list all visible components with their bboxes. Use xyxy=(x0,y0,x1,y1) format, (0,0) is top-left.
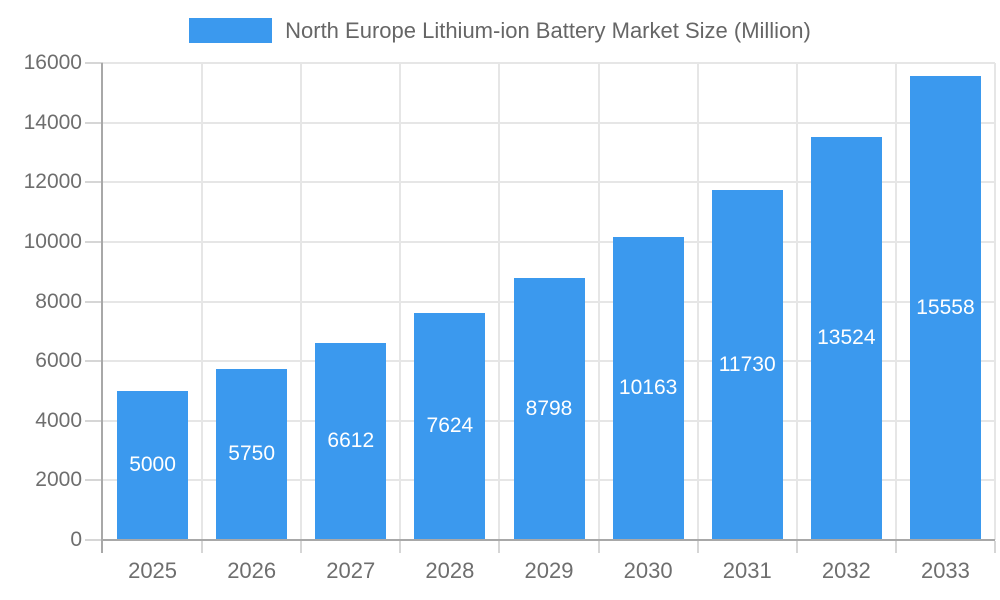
v-gridline xyxy=(994,63,996,540)
bar[interactable]: 13524 xyxy=(810,136,882,540)
y-axis-tick xyxy=(85,300,103,303)
legend-swatch xyxy=(189,18,273,43)
y-tick-label: 12000 xyxy=(23,170,82,194)
y-axis-tick xyxy=(85,360,103,363)
x-tick-label: 2025 xyxy=(128,558,178,583)
bar[interactable]: 10163 xyxy=(612,237,684,540)
bar-value-label: 8798 xyxy=(525,396,573,420)
bar-value-label: 5750 xyxy=(228,442,276,466)
x-tick-label: 2030 xyxy=(623,558,673,583)
x-axis-tick xyxy=(597,541,600,553)
y-tick-label: 6000 xyxy=(35,349,82,373)
bar-value-label: 11730 xyxy=(718,353,776,377)
bar[interactable]: 7624 xyxy=(414,312,486,540)
x-axis-tick xyxy=(399,541,402,553)
y-tick-label: 16000 xyxy=(23,51,82,74)
bar[interactable]: 5750 xyxy=(216,368,288,540)
v-gridline xyxy=(696,63,699,540)
x-tick-label: 2028 xyxy=(425,558,475,583)
y-tick-label: 0 xyxy=(70,528,82,551)
y-axis-line xyxy=(101,63,103,553)
y-axis-tick xyxy=(85,419,103,422)
h-gridline xyxy=(103,240,995,243)
v-gridline xyxy=(795,63,798,540)
x-axis-tick xyxy=(201,541,204,553)
y-tick-label: 8000 xyxy=(35,289,82,313)
y-tick-label: 2000 xyxy=(35,468,82,492)
y-tick-label: 10000 xyxy=(23,229,82,253)
bar[interactable]: 11730 xyxy=(711,190,783,540)
x-axis-tick xyxy=(498,541,501,553)
y-axis-tick xyxy=(85,121,103,124)
x-tick-label: 2032 xyxy=(821,558,871,583)
plot-area: 0 2000 4000 6000 8000 10000 12000 14000 16000 500… xyxy=(24,51,996,583)
y-axis-tick xyxy=(85,181,103,184)
x-axis-tick xyxy=(894,541,897,553)
h-gridline xyxy=(103,121,995,124)
bar-value-label: 6612 xyxy=(327,429,375,453)
v-gridline xyxy=(498,63,501,540)
bar-value-label: 15558 xyxy=(916,296,975,320)
v-gridline xyxy=(894,63,897,540)
h-gridline xyxy=(103,62,995,64)
x-axis-tick xyxy=(795,541,798,553)
bar[interactable]: 5000 xyxy=(117,390,189,540)
y-tick-label: 4000 xyxy=(35,408,82,432)
legend-label: North Europe Lithium-ion Battery Market … xyxy=(285,18,811,43)
x-axis-tick xyxy=(994,541,996,553)
v-gridline xyxy=(300,63,303,540)
bar-value-label: 13524 xyxy=(817,326,876,350)
x-tick-label: 2026 xyxy=(227,558,277,583)
v-gridline xyxy=(597,63,600,540)
y-axis-tick xyxy=(85,240,103,243)
y-axis-tick xyxy=(85,479,103,482)
x-tick-label: 2031 xyxy=(722,558,772,583)
x-axis-tick xyxy=(300,541,303,553)
legend: North Europe Lithium-ion Battery Market … xyxy=(0,18,1000,43)
bar[interactable]: 8798 xyxy=(513,277,585,540)
x-tick-label: 2027 xyxy=(326,558,376,583)
v-gridline xyxy=(399,63,402,540)
legend-item[interactable]: North Europe Lithium-ion Battery Market … xyxy=(189,18,811,43)
x-axis-line xyxy=(101,539,995,541)
bar-value-label: 7624 xyxy=(426,414,474,438)
x-tick-label: 2029 xyxy=(524,558,574,583)
y-axis-tick xyxy=(85,62,103,64)
bar-value-label: 10163 xyxy=(618,376,678,400)
bar[interactable]: 15558 xyxy=(909,76,981,540)
v-gridline xyxy=(201,63,204,540)
x-axis-tick xyxy=(696,541,699,553)
x-tick-label: 2033 xyxy=(920,558,970,583)
h-gridline xyxy=(103,181,995,184)
y-axis-tick xyxy=(85,539,103,541)
bar[interactable]: 6612 xyxy=(315,342,387,540)
bar-value-label: 5000 xyxy=(129,453,176,477)
y-tick-label: 14000 xyxy=(23,110,82,134)
